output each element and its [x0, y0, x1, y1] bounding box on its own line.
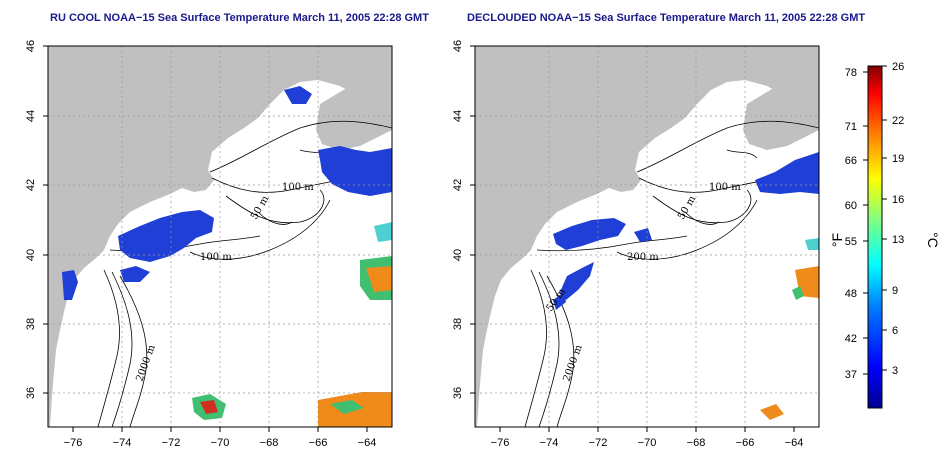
colorbar-f-tick: 42 [845, 333, 857, 345]
right-x-tick-label: −76 [491, 437, 510, 449]
colorbar-c-tick: 22 [892, 115, 904, 127]
colorbar-fahrenheit-unit: °F [829, 233, 845, 247]
left-map-title: RU COOL NOAA−15 Sea Surface Temperature … [50, 12, 429, 24]
colorbar-f-tick: 37 [845, 369, 857, 381]
right-map-panel: 100 m 50 m 200 m 2000 m 50 m [452, 40, 820, 449]
right-land [475, 46, 819, 427]
colorbar-celsius-unit: °C [925, 232, 941, 248]
left-y-tick-label: 44 [25, 110, 37, 122]
right-y-tick-label: 44 [452, 110, 464, 122]
right-y-tick-label: 40 [452, 249, 464, 261]
right-sst-warm [760, 238, 819, 420]
colorbar-c-tick: 26 [892, 61, 904, 73]
left-x-tick-label: −76 [64, 437, 83, 449]
right-map-title: DECLOUDED NOAA−15 Sea Surface Temperatur… [467, 12, 866, 24]
colorbar-c-tick: 9 [892, 285, 898, 297]
colorbar-f-tick: 48 [845, 288, 857, 300]
colorbar-c-tick: 16 [892, 194, 904, 206]
colorbar-f-tick: 71 [845, 121, 857, 133]
left-x-tick-label: −74 [113, 437, 132, 449]
left-map-panel: 100 m 50 m 100 m 2000 m [25, 40, 393, 449]
left-y-tick-label: 38 [25, 318, 37, 330]
right-sst-cold [553, 152, 819, 310]
colorbar-gradient [867, 65, 883, 409]
right-y-tick-label: 36 [452, 387, 464, 399]
right-contour-label-1: 100 m [709, 182, 741, 193]
colorbar-c-tick: 13 [892, 234, 904, 246]
left-land [48, 46, 392, 427]
left-land-nova-scotia [316, 66, 392, 150]
colorbar-f-tick: 66 [845, 155, 857, 167]
left-y-tick-label: 46 [25, 40, 37, 52]
right-x-tick-label: −74 [540, 437, 559, 449]
colorbar-c-tick: 6 [892, 325, 898, 337]
right-land-nova-scotia [743, 66, 819, 150]
left-contour-label-1: 100 m [282, 182, 314, 193]
left-x-tick-label: −70 [211, 437, 230, 449]
left-contour-label-3: 100 m [200, 252, 232, 263]
left-sst-warm [192, 222, 392, 427]
left-x-tick-label: −66 [309, 437, 328, 449]
left-gridlines [48, 46, 392, 427]
left-y-tick-label: 40 [25, 249, 37, 261]
colorbar-f-tick: 55 [845, 236, 857, 248]
right-gridlines [475, 46, 819, 427]
colorbar-f-tick: 78 [845, 67, 857, 79]
left-y-tick-label: 42 [25, 179, 37, 191]
left-x-tick-label: −64 [358, 437, 377, 449]
colorbar-c-tick: 19 [892, 153, 904, 165]
right-x-tick-label: −72 [589, 437, 608, 449]
left-x-tick-label: −72 [162, 437, 181, 449]
right-x-tick-label: −68 [687, 437, 706, 449]
left-x-tick-label: −68 [260, 437, 279, 449]
right-y-tick-label: 42 [452, 179, 464, 191]
right-x-tick-label: −64 [785, 437, 804, 449]
left-y-tick-label: 36 [25, 387, 37, 399]
right-y-tick-label: 38 [452, 318, 464, 330]
colorbar-c-tick: 3 [892, 365, 898, 377]
right-y-tick-label: 46 [452, 40, 464, 52]
left-sst-cold [62, 86, 392, 300]
right-x-tick-label: −70 [638, 437, 657, 449]
right-x-tick-label: −66 [736, 437, 755, 449]
colorbar-f-tick: 60 [845, 200, 857, 212]
colorbar: 78 71 66 60 55 48 42 37 26 22 19 16 13 9… [829, 61, 941, 409]
right-contour-label-3: 200 m [627, 252, 659, 263]
